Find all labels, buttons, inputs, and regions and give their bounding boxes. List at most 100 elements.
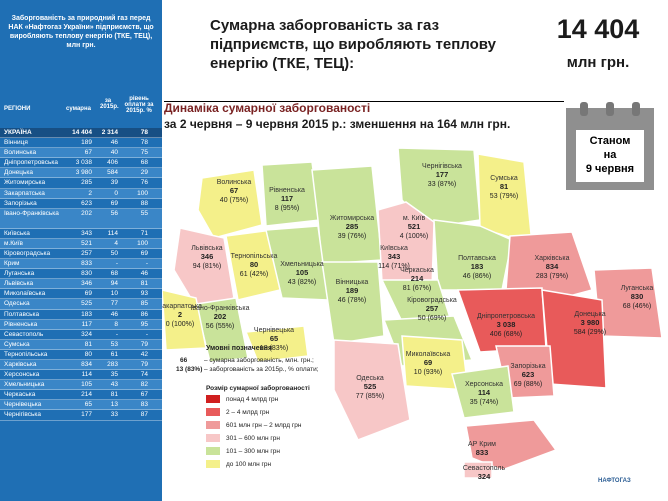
cell-sum: 105 [81, 381, 92, 389]
region-shape [377, 201, 435, 291]
table-row: Миколаївська 69 10 93 [0, 289, 162, 300]
region-name: Сумська [490, 175, 518, 182]
region-name: Житомирська [330, 215, 374, 222]
sidebar-title: Заборгованість за природний газ перед НА… [8, 15, 154, 49]
table-header: РЕГІОНИ сумарна за 2015р. рівень оплати … [0, 96, 162, 124]
cell-pct: 79 [140, 360, 148, 368]
legend-item: 601 млн грн – 2 млрд грн [206, 421, 301, 431]
region-sub: 40 (75%) [220, 197, 248, 204]
subtitle-line2: за 2 червня – 9 червня 2015 р.: зменшенн… [164, 117, 511, 131]
region-name: Вінницька [336, 278, 369, 286]
region-name: Чернігівська [422, 162, 462, 170]
legend-item: 101 – 300 млн грн [206, 447, 280, 457]
cell-pct: 67 [140, 391, 148, 399]
cell-2015: 35 [110, 371, 118, 379]
cell-name: Одеська [4, 300, 30, 308]
subtitle-divider [164, 101, 564, 102]
region-sub: 8 (95%) [275, 205, 300, 212]
cell-name: м.Київ [4, 239, 23, 247]
cell-2015: 8 [114, 320, 118, 328]
cell-2015: 114 [107, 229, 118, 237]
cell-name: Івано-Франківська [4, 209, 59, 217]
cell-2015: 61 [110, 350, 118, 358]
cell-pct: 42 [140, 350, 148, 358]
cell-pct: 100 [137, 239, 148, 247]
region-sum: 834 [546, 262, 559, 271]
region-sum: 177 [436, 170, 449, 179]
cell-sum: 257 [81, 249, 92, 257]
region-sum: 214 [411, 274, 424, 283]
region-sum: 80 [250, 260, 258, 269]
region-sum: 114 [478, 388, 491, 397]
legend-item: 301 – 600 млн грн [206, 434, 280, 444]
cell-2015: - [115, 260, 118, 268]
cell-sum: 67 [84, 149, 92, 157]
table-row: Одеська 525 77 85 [0, 299, 162, 310]
region-sum: 105 [296, 268, 309, 277]
table-row: Херсонська 114 35 74 [0, 370, 162, 381]
region-name: АР Крим [468, 441, 496, 448]
legend-swatch [206, 395, 220, 404]
region-name: Миколаївська [406, 351, 451, 358]
cell-name: Севастополь [4, 330, 44, 338]
cell-name: Херсонська [4, 371, 40, 379]
region-sub: 35 (74%) [470, 399, 498, 406]
cell-pct: 75 [140, 149, 148, 157]
cell-pct: 86 [140, 310, 148, 318]
cell-2015: 46 [110, 310, 118, 318]
legend-label: до 100 млн грн [226, 461, 272, 468]
sidebar-table: Заборгованість за природний газ перед НА… [0, 0, 162, 501]
cell-name: Чернівецька [4, 401, 42, 409]
region-sub: 77 (85%) [356, 393, 384, 400]
region-sum: 833 [476, 448, 489, 457]
region-name: Донецька [574, 311, 605, 318]
region-sub: 43 (82%) [288, 279, 316, 286]
cell-pct: 29 [140, 169, 148, 177]
region-sub: 94 (81%) [193, 263, 221, 270]
total-debt: 14 404 [556, 14, 640, 44]
region-sub: 56 (55%) [206, 323, 234, 330]
cell-2015: 40 [110, 149, 118, 157]
cell-name: Львівська [4, 280, 34, 288]
region-sub: 39 (76%) [338, 233, 366, 240]
region-name: Севастополь [463, 465, 506, 472]
legend-example-sub: 13 (83%) [176, 366, 203, 373]
cell-sum: 65 [84, 401, 92, 409]
cell-sum: 343 [81, 229, 92, 237]
legend-desc-sub: – заборгованість за 2015р., % оплати; [204, 366, 319, 373]
legend-example-sum: 66 [180, 357, 188, 364]
table-row: Хмельницька 105 43 82 [0, 380, 162, 391]
cell-pct: 93 [140, 290, 148, 298]
cell-name: Вінниця [4, 139, 28, 147]
table-row: Київська 343 114 71 [0, 229, 162, 239]
region-shape [465, 419, 558, 471]
legend-item: понад 4 млрд грн [206, 395, 278, 405]
region-sub: 33 (87%) [428, 181, 456, 188]
legend-desc-sum: – сумарна заборгованість, млн. грн.; [204, 357, 314, 364]
cell-sum: 214 [81, 391, 92, 399]
cell-sum: 623 [81, 199, 92, 207]
cell-pct: 100 [137, 189, 148, 197]
table-row: Черкаська 214 81 67 [0, 390, 162, 401]
region-sub: 584 (29%) [574, 329, 606, 336]
cell-2015: 584 [107, 169, 118, 177]
calendar-ring [606, 102, 614, 116]
region-sum: 202 [214, 312, 227, 321]
table-row: Закарпатська 2 0 100 [0, 188, 162, 199]
calendar-ring [632, 102, 640, 116]
legend-swatch [206, 434, 220, 443]
region-name: Запорізька [510, 362, 545, 370]
cell-pct: 83 [140, 401, 148, 409]
cell-2015: 77 [110, 300, 118, 308]
region-name: Херсонська [465, 381, 503, 388]
cell-2015: - [115, 330, 118, 338]
cell-sum: 81 [84, 340, 92, 348]
table-row: Волинська 67 40 75 [0, 148, 162, 159]
cell-sum: 3 980 [75, 169, 92, 177]
cell-2015: 39 [110, 179, 118, 187]
region-name: Луганська [621, 285, 654, 292]
cell-pct: 87 [140, 411, 148, 419]
region-sum: 525 [364, 382, 377, 391]
cell-name: Запорізька [4, 199, 37, 207]
region-name: Чернівецька [254, 326, 294, 334]
